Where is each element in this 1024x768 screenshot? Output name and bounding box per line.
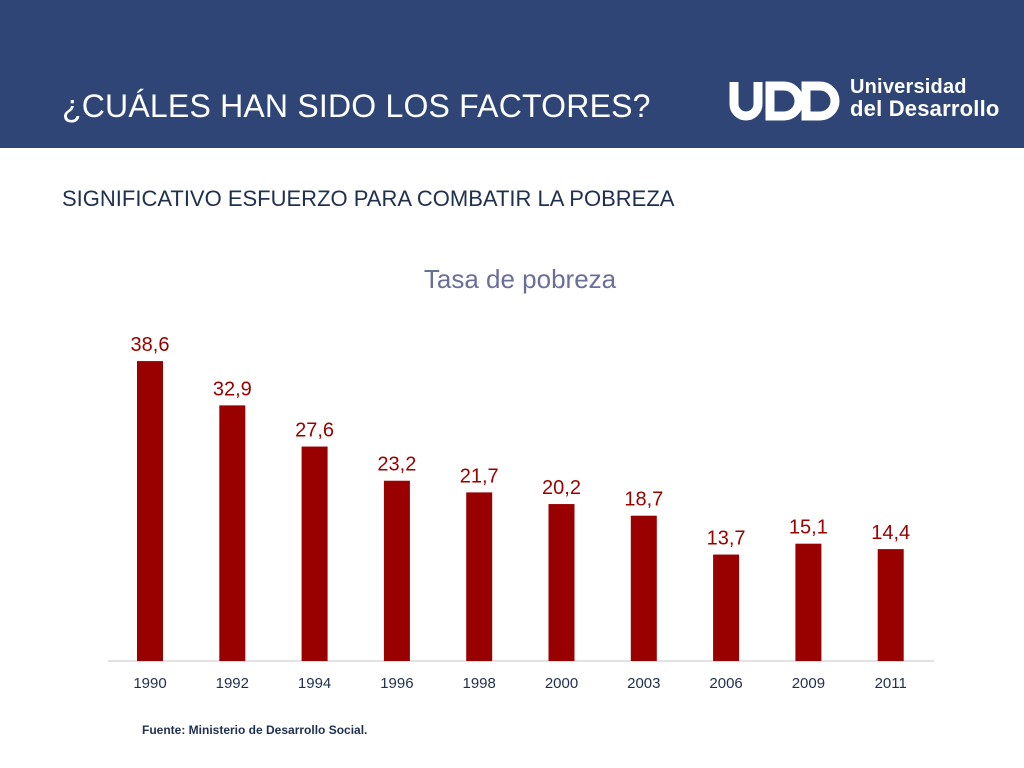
bar-1996	[383, 480, 410, 661]
x-tick-1990: 1990	[133, 675, 166, 692]
value-label-1992: 32,9	[213, 378, 252, 400]
logo-line-2: del Desarrollo	[850, 96, 1000, 121]
university-logo: Universidad del Desarrollo	[728, 76, 1008, 128]
logo-line-1: Universidad	[850, 76, 967, 98]
value-label-1990: 38,6	[131, 334, 170, 356]
value-label-1994: 27,6	[295, 420, 334, 442]
value-label-2009: 15,1	[789, 517, 828, 539]
x-tick-2000: 2000	[545, 675, 578, 692]
value-label-2006: 13,7	[707, 528, 746, 550]
x-tick-2006: 2006	[709, 675, 742, 692]
x-tick-2011: 2011	[875, 675, 907, 692]
bar-1992	[219, 405, 246, 661]
bar-2003	[630, 515, 657, 661]
x-tick-labels-group: 1990 1992 1994 1996 1998 2000 2003 2006 2009 2011	[133, 675, 907, 692]
section-subtitle: SIGNIFICATIVO ESFUERZO PARA COMBATIR LA …	[62, 186, 675, 211]
x-tick-2009: 2009	[792, 675, 825, 692]
value-label-2011: 14,4	[871, 522, 910, 544]
x-tick-1996: 1996	[380, 675, 413, 692]
x-tick-1994: 1994	[298, 675, 331, 692]
header-bar: ¿CUÁLES HAN SIDO LOS FACTORES? Universid…	[0, 0, 1024, 148]
bar-2009	[795, 543, 822, 661]
bar-2000	[548, 504, 575, 661]
value-label-1996: 23,2	[377, 454, 416, 476]
source-note: Fuente: Ministerio de Desarrollo Social.	[142, 723, 368, 737]
value-label-2000: 20,2	[542, 477, 581, 499]
x-tick-2003: 2003	[627, 675, 660, 692]
value-label-1998: 21,7	[460, 465, 499, 487]
bar-1998	[466, 492, 493, 661]
chart-title: Tasa de pobreza	[423, 264, 617, 294]
bar-2011	[877, 549, 904, 661]
bars-group	[137, 361, 904, 661]
bar-1990	[137, 361, 163, 661]
bar-1994	[301, 446, 328, 661]
bar-2006	[713, 554, 740, 661]
x-tick-1992: 1992	[216, 675, 249, 692]
value-label-2003: 18,7	[624, 489, 663, 511]
logo-text: Universidad del Desarrollo	[850, 76, 1000, 120]
page-title: ¿CUÁLES HAN SIDO LOS FACTORES?	[62, 88, 651, 124]
poverty-rate-bar-chart: 38,6 32,9 27,6 23,2 21,7 20,2 18,7 13,7 15,1 14,4…	[108, 334, 934, 692]
udd-logo-icon	[729, 81, 840, 121]
value-labels-group: 38,6 32,9 27,6 23,2 21,7 20,2 18,7 13,7 15,1 14,4	[131, 334, 911, 549]
x-tick-1998: 1998	[463, 675, 496, 692]
